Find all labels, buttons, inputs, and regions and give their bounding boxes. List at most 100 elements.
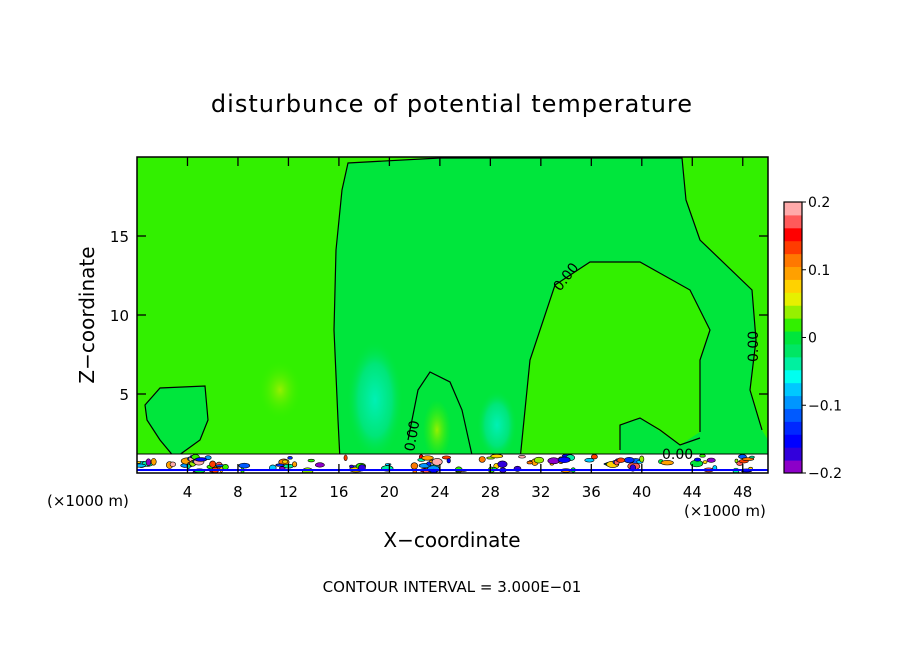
surface-eddy <box>421 455 434 461</box>
colorbar-swatch <box>784 331 802 345</box>
x-tick-label: 24 <box>430 483 449 501</box>
x-tick-label: 8 <box>233 483 243 501</box>
colorbar-swatch <box>784 240 802 255</box>
surface-eddy <box>660 460 674 466</box>
colorbar-swatch <box>784 421 802 435</box>
contour-label: 0.00 <box>402 419 423 452</box>
surface-eddy <box>478 456 486 463</box>
contour-line-left <box>144 385 209 459</box>
surface-eddy <box>490 454 504 459</box>
surface-eddy <box>194 457 208 462</box>
x-axis: 4 8 12 16 20 24 28 32 36 40 44 48 <box>183 157 752 501</box>
colorbar-tick-label: 0.1 <box>808 263 830 279</box>
surface-eddy <box>623 456 635 464</box>
surface-eddy <box>145 458 152 467</box>
colorbar-tick-label: −0.1 <box>808 398 842 414</box>
surface-eddy <box>557 456 571 464</box>
contour-line-mid <box>407 371 473 456</box>
surface-eddy <box>702 460 708 464</box>
surface-eddy <box>526 460 533 465</box>
colorbar-swatch <box>784 253 802 268</box>
chart-title: disturbunce of potential temperature <box>211 90 693 118</box>
surface-eddy <box>385 463 392 466</box>
surface-eddy <box>349 464 354 469</box>
surface-eddy <box>706 457 716 463</box>
x-tick-label: 4 <box>183 483 193 501</box>
colorbar-swatch <box>784 382 802 397</box>
surface-eddy <box>693 457 702 462</box>
surface-eddy <box>616 457 626 463</box>
colorbar-tick-label: 0.2 <box>808 195 830 211</box>
x-tick-label: 40 <box>632 483 651 501</box>
surface-eddy <box>238 462 251 469</box>
surface-eddy <box>584 458 595 463</box>
surface-layer <box>137 453 768 473</box>
colorbar-swatch <box>784 369 802 384</box>
surface-eddy <box>741 457 755 461</box>
x-tick-label: 32 <box>531 483 550 501</box>
surface-eddy <box>410 462 419 470</box>
surface-eddy <box>314 462 325 468</box>
x-axis-unit-left: (×1000 m) <box>47 492 129 510</box>
x-tick-label: 48 <box>733 483 752 501</box>
y-tick-label: 10 <box>110 307 129 325</box>
x-axis-label: X−coordinate <box>383 528 520 552</box>
surface-eddy <box>431 458 443 466</box>
surface-eddy <box>497 460 508 468</box>
colorbar-swatch <box>784 305 802 319</box>
colorbar-swatch <box>784 292 802 306</box>
x-tick-label: 44 <box>683 483 702 501</box>
y-axis-label: Z−coordinate <box>75 246 99 383</box>
surface-eddy <box>547 457 560 465</box>
surface-eddy <box>169 461 176 467</box>
warm-anomaly-2 <box>423 400 451 460</box>
colorbar-swatch <box>784 279 802 293</box>
surface-eddy <box>275 463 285 467</box>
surface-eddy <box>749 455 755 459</box>
surface-eddy <box>518 455 526 459</box>
cool-anomaly-1 <box>347 340 403 460</box>
surface-eddy <box>699 454 706 458</box>
contour-line-main <box>333 157 763 461</box>
plot-area <box>137 157 768 473</box>
contour-labels: 0.00 0.00 0.00 0.00 <box>402 260 762 463</box>
surface-eddy <box>343 454 348 462</box>
x-tick-label: 20 <box>380 483 399 501</box>
warm-anomaly-1 <box>258 360 302 420</box>
x-tick-label: 16 <box>329 483 348 501</box>
contour-interval-note: CONTOUR INTERVAL = 3.000E−01 <box>323 578 582 596</box>
contour-line-right-low <box>619 417 701 450</box>
contour-line-inner <box>519 261 711 461</box>
surface-eddy <box>590 454 598 460</box>
colorbar-swatch <box>784 447 802 461</box>
colorbar-swatch <box>784 266 802 280</box>
colorbar-swatch <box>784 460 802 474</box>
colorbar-swatch <box>784 356 802 371</box>
surface-eddy <box>639 455 645 463</box>
colorbar-swatch <box>784 434 802 448</box>
colorbar-swatch <box>784 343 802 358</box>
contour-label: 0.00 <box>746 331 762 362</box>
y-axis: 5 10 15 <box>110 228 768 404</box>
surface-eddy <box>282 459 289 464</box>
colorbar-tick-label: −0.2 <box>808 466 842 482</box>
contour-lines <box>144 157 763 461</box>
surface-eddy <box>287 456 293 460</box>
surface-eddy <box>292 461 298 468</box>
surface-eddy <box>150 458 157 466</box>
y-tick-label: 5 <box>119 386 129 404</box>
surface-eddy <box>137 463 147 468</box>
colorbar-swatch <box>784 227 802 242</box>
x-tick-label: 36 <box>582 483 601 501</box>
colorbar-swatch <box>784 214 802 229</box>
surface-eddy <box>209 460 217 468</box>
surface-eddy <box>222 463 229 471</box>
y-tick-label: 15 <box>110 228 129 246</box>
cool-anomaly-2 <box>477 390 517 460</box>
surface-eddy <box>533 456 545 464</box>
surface-eddy <box>446 458 451 464</box>
colorbar-swatch <box>784 202 802 216</box>
x-tick-label: 28 <box>481 483 500 501</box>
colorbar-swatch <box>784 408 802 422</box>
